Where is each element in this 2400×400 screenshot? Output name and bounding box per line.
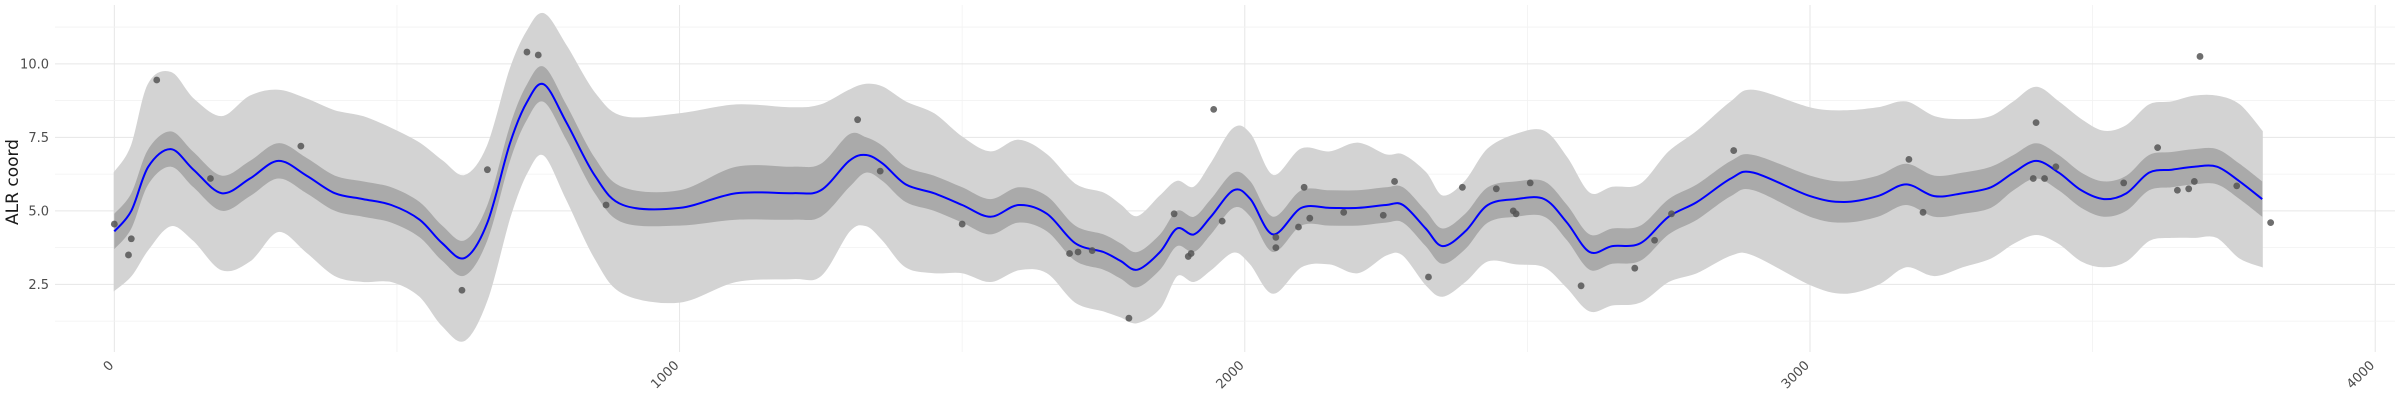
data-point [127,235,135,243]
data-point [1306,214,1314,222]
data-point [1391,178,1398,185]
y-tick-label: 5.0 [28,204,49,219]
mean-line [113,82,2263,271]
inner-band [114,66,2263,288]
data-point [2032,119,2040,127]
data-point [483,166,491,174]
data-point [958,220,966,228]
data-point [876,167,884,175]
data-point [1170,210,1178,218]
data-point [1512,210,1520,218]
data-point [1668,210,1675,218]
data-point [1919,208,1927,216]
data-point [1458,183,1466,191]
x-tick-label: 4000 [2344,358,2378,392]
y-tick-label: 10.0 [20,57,49,72]
x-tick-label: 2000 [1214,358,1248,392]
data-point [2154,144,2162,152]
data-point [125,251,132,259]
data-point [1577,282,1585,290]
y-tick-label: 7.5 [28,131,49,146]
y-axis-ticks: 2.5 5.0 7.5 10.0 [20,57,49,293]
data-point [297,142,305,150]
data-point [1272,233,1280,241]
data-points [110,48,2275,322]
data-point [1651,236,1658,244]
x-tick-label: 3000 [1779,358,1813,392]
data-point [1125,314,1133,322]
data-point [458,286,466,294]
data-point [1187,250,1195,257]
data-point [2052,163,2060,171]
data-point [1492,185,1500,193]
data-point [2196,53,2204,60]
data-point [2029,175,2037,182]
data-point [1379,211,1387,219]
data-point [2173,186,2181,194]
data-point [1066,250,1073,257]
data-point [2185,185,2193,193]
data-point [1730,147,1738,154]
data-point [1905,155,1913,163]
data-point [2233,182,2241,190]
data-point [523,48,531,56]
data-point [534,51,542,59]
data-point [1300,183,1308,191]
data-point [1425,273,1432,281]
data-point [1526,179,1534,187]
x-tick-label: 1000 [648,358,682,392]
mean-line-group [113,82,2263,271]
data-point [1088,247,1096,254]
data-point [1218,217,1226,225]
data-point [1074,248,1082,256]
data-point [1631,264,1639,272]
data-point [1210,105,1218,113]
data-point [602,201,610,209]
data-point [207,175,214,182]
data-point [2190,178,2198,185]
y-axis-title: ALR coord [3,139,23,225]
data-point [2267,219,2275,227]
x-tick-label: 0 [101,358,117,374]
data-point [1295,223,1302,231]
data-point [1340,208,1348,216]
y-tick-label: 2.5 [28,278,49,293]
data-point [2041,175,2048,182]
data-point [2120,179,2128,187]
data-point [153,76,161,84]
data-point [1272,244,1280,252]
data-point [854,116,862,124]
outer-band [113,12,2263,342]
data-point [110,220,118,228]
x-axis-ticks: 0 1000 2000 3000 4000 [101,358,2378,392]
confidence-bands [113,12,2263,342]
